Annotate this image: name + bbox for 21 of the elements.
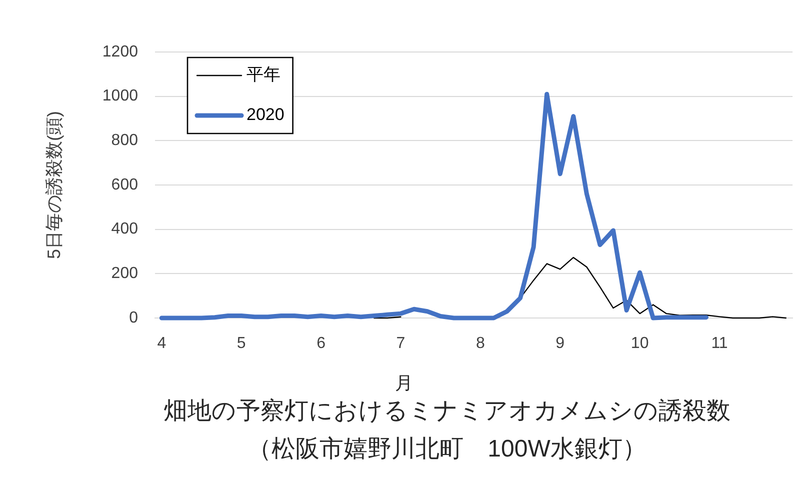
x-tick-label: 8 bbox=[476, 335, 485, 352]
y-axis-title: 5日毎の誘殺数(頭) bbox=[44, 111, 64, 259]
y-tick-label: 0 bbox=[129, 309, 138, 326]
x-tick-label: 9 bbox=[556, 335, 565, 352]
text: （松阪市嬉野川北町 100W水銀灯） bbox=[248, 436, 646, 463]
y-tick-label: 1200 bbox=[102, 43, 138, 60]
x-tick-label: 5 bbox=[236, 335, 246, 352]
x-axis-title: 月 bbox=[395, 372, 413, 393]
legend-label: 平年 bbox=[246, 65, 280, 84]
y-tick-label: 600 bbox=[111, 176, 138, 194]
x-tick-label: 7 bbox=[396, 335, 406, 352]
x-tick-label: 4 bbox=[157, 335, 166, 352]
text: 畑地の予察灯におけるミナミアオカメムシの誘殺数 bbox=[164, 398, 730, 425]
x-tick-label: 10 bbox=[630, 335, 649, 352]
legend-label: 2020 bbox=[246, 105, 284, 124]
y-tick-label: 400 bbox=[111, 220, 138, 238]
y-tick-label: 1000 bbox=[102, 88, 138, 105]
y-tick-label: 200 bbox=[111, 265, 138, 282]
y-tick-label: 800 bbox=[111, 132, 138, 150]
x-tick-label: 6 bbox=[316, 335, 326, 352]
x-tick-label: 11 bbox=[711, 335, 728, 352]
